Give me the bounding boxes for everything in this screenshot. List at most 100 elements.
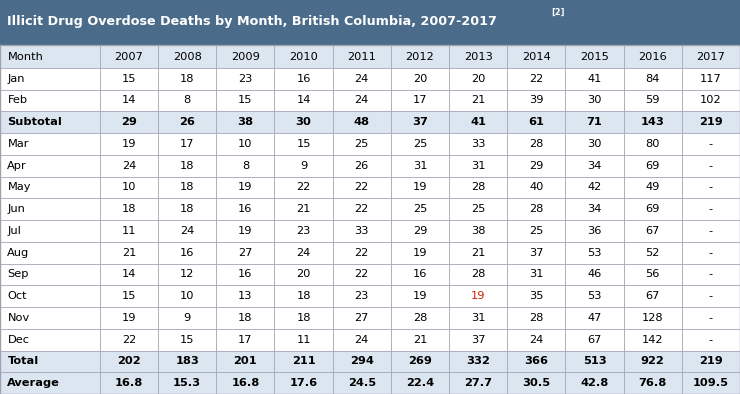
Text: 38: 38 [471,226,485,236]
Text: 24: 24 [529,335,543,345]
Text: 27: 27 [354,313,369,323]
Text: 22: 22 [122,335,136,345]
Text: 10: 10 [238,139,252,149]
Bar [0,0,740,45]
Text: 37: 37 [529,248,544,258]
Bar [565,89,624,111]
Text: 53: 53 [588,291,602,301]
Text: 2009: 2009 [231,52,260,61]
Text: 2017: 2017 [696,52,725,61]
Text: 20: 20 [297,269,311,279]
Bar [391,198,449,220]
Text: 11: 11 [122,226,136,236]
Text: [2]: [2] [551,8,565,17]
Text: 22: 22 [354,204,369,214]
Bar [275,351,333,372]
Bar [216,111,275,133]
Text: Mar: Mar [7,139,29,149]
Text: 21: 21 [122,248,136,258]
Text: 30.5: 30.5 [522,378,551,388]
Bar [275,89,333,111]
Text: 67: 67 [645,226,660,236]
Text: 27.7: 27.7 [464,378,492,388]
Bar [333,242,391,264]
Bar [565,264,624,285]
Bar [0,198,100,220]
Bar [158,133,216,155]
Text: Nov: Nov [7,313,30,323]
Bar [100,264,158,285]
Text: 219: 219 [699,357,723,366]
Text: 21: 21 [297,204,311,214]
Bar [0,220,100,242]
Text: 41: 41 [470,117,486,127]
Bar [391,133,449,155]
Bar [158,155,216,177]
Text: Aug: Aug [7,248,30,258]
Bar [333,264,391,285]
Bar [391,89,449,111]
Bar [449,111,507,133]
Text: 16: 16 [238,269,252,279]
Text: 80: 80 [645,139,660,149]
Text: -: - [709,182,713,192]
Bar [333,220,391,242]
Text: Feb: Feb [7,95,27,105]
Bar [0,89,100,111]
Bar [565,285,624,307]
Text: 28: 28 [471,182,485,192]
Text: 71: 71 [587,117,602,127]
Bar [449,198,507,220]
Bar [275,307,333,329]
Text: 16.8: 16.8 [232,378,260,388]
Bar [216,307,275,329]
Text: 2007: 2007 [115,52,144,61]
Text: Illicit Drug Overdose Deaths by Month, British Columbia, 2007-2017: Illicit Drug Overdose Deaths by Month, B… [7,15,497,28]
Bar [275,285,333,307]
Text: 17: 17 [180,139,195,149]
Text: 22: 22 [297,182,311,192]
Text: 39: 39 [529,95,544,105]
Text: Dec: Dec [7,335,30,345]
Bar [100,220,158,242]
Bar [449,45,507,68]
Text: 19: 19 [122,139,136,149]
Bar [275,329,333,351]
Text: 69: 69 [645,161,660,171]
Text: 11: 11 [296,335,311,345]
Text: 53: 53 [588,248,602,258]
Text: 67: 67 [588,335,602,345]
Text: 52: 52 [645,248,660,258]
Bar [449,264,507,285]
Bar [216,351,275,372]
Text: 26: 26 [354,161,369,171]
Text: 17.6: 17.6 [289,378,317,388]
Bar [216,177,275,198]
Bar [100,351,158,372]
Bar [449,372,507,394]
Bar [507,111,565,133]
Bar [275,198,333,220]
Text: 2016: 2016 [639,52,667,61]
Bar [507,155,565,177]
Bar [0,68,100,89]
Bar [158,372,216,394]
Bar [507,351,565,372]
Text: 211: 211 [292,357,315,366]
Text: 31: 31 [471,161,485,171]
Bar [275,220,333,242]
Text: 37: 37 [412,117,428,127]
Text: 26: 26 [179,117,195,127]
Text: 24: 24 [297,248,311,258]
Bar [449,351,507,372]
Bar [0,45,100,68]
Text: 22.4: 22.4 [406,378,434,388]
Bar [333,198,391,220]
Bar [507,177,565,198]
Text: -: - [709,226,713,236]
Bar [333,307,391,329]
Bar [682,264,740,285]
Text: Oct: Oct [7,291,27,301]
Text: 40: 40 [529,182,543,192]
Bar [624,89,682,111]
